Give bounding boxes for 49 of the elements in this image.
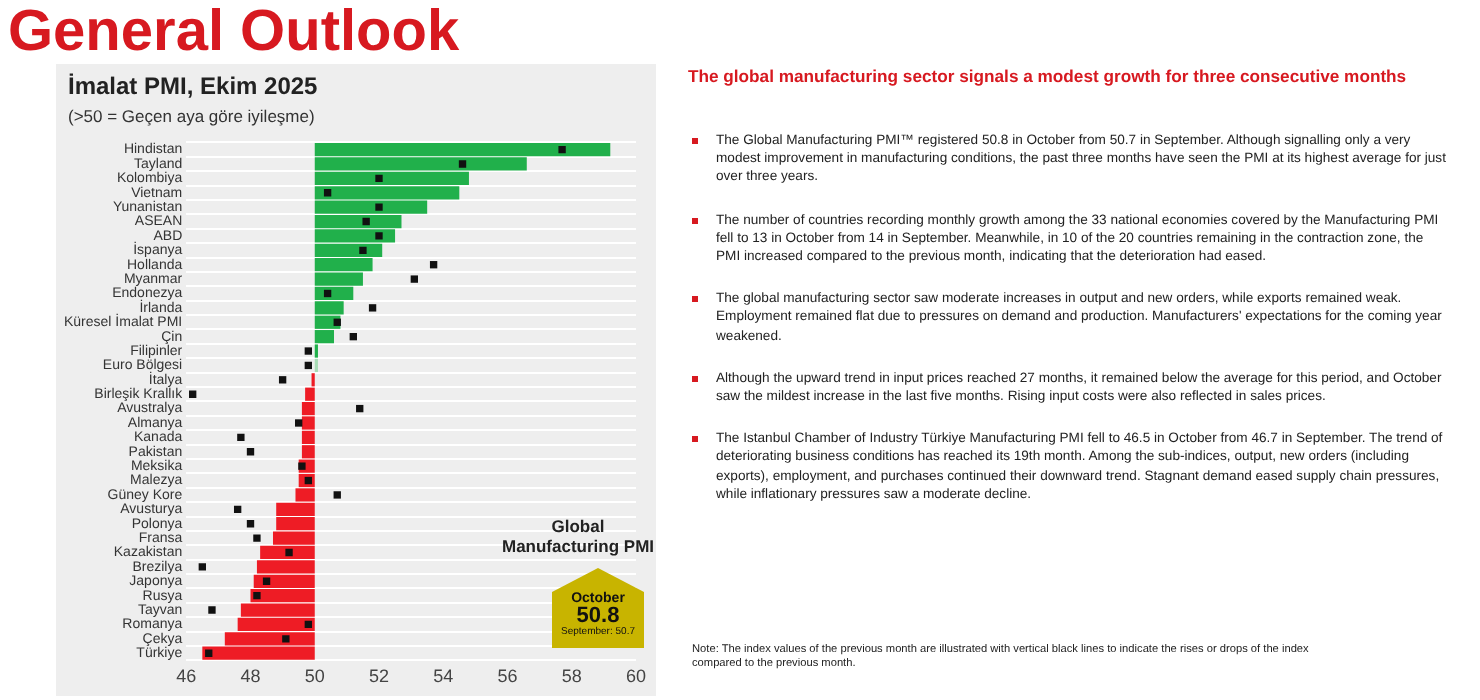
x-tick-label: 56 (497, 666, 518, 687)
chart-title: İmalat PMI, Ekim 2025 (68, 72, 318, 100)
point (375, 174, 383, 183)
point (237, 433, 245, 442)
point (349, 332, 357, 341)
point (304, 347, 313, 355)
x-tick-label: 48 (240, 666, 261, 687)
point (246, 520, 255, 528)
point (333, 491, 341, 499)
point (285, 548, 293, 557)
x-tick-label: 54 (433, 666, 454, 687)
point (208, 606, 216, 614)
point (262, 577, 271, 585)
point (282, 635, 290, 643)
point (295, 419, 303, 427)
x-tick-label: 52 (368, 666, 390, 687)
point (198, 563, 206, 571)
x-tick-label: 60 (625, 666, 646, 687)
point (368, 304, 377, 312)
point (558, 145, 566, 154)
point (298, 462, 306, 470)
point (304, 361, 313, 370)
point (304, 620, 313, 629)
point (429, 261, 438, 269)
point (362, 217, 370, 226)
point (205, 649, 213, 657)
chart-subtitle: (>50 = Geçen aya göre iyileşme) (68, 106, 315, 126)
point (278, 376, 287, 384)
point (323, 289, 332, 298)
point (333, 318, 341, 326)
text: The global manufacturing sector signals a modest growth for three consecutive months (688, 66, 1409, 86)
x-tick-label: 46 (176, 666, 197, 687)
point (246, 448, 255, 456)
annotation: 50.8 (576, 604, 620, 628)
text: General Outlook (8, 0, 460, 64)
x-tick-label: 58 (561, 666, 582, 687)
point (189, 390, 197, 398)
point (323, 189, 332, 197)
point (253, 534, 261, 542)
point (458, 160, 467, 168)
point (233, 505, 242, 513)
x-tick-label: 50 (304, 666, 325, 687)
point (410, 275, 419, 283)
annotation: Global Manufacturing PMI (500, 516, 656, 556)
point (253, 591, 261, 600)
point (356, 404, 364, 413)
point (359, 246, 367, 254)
point (375, 203, 383, 211)
point (375, 232, 383, 240)
